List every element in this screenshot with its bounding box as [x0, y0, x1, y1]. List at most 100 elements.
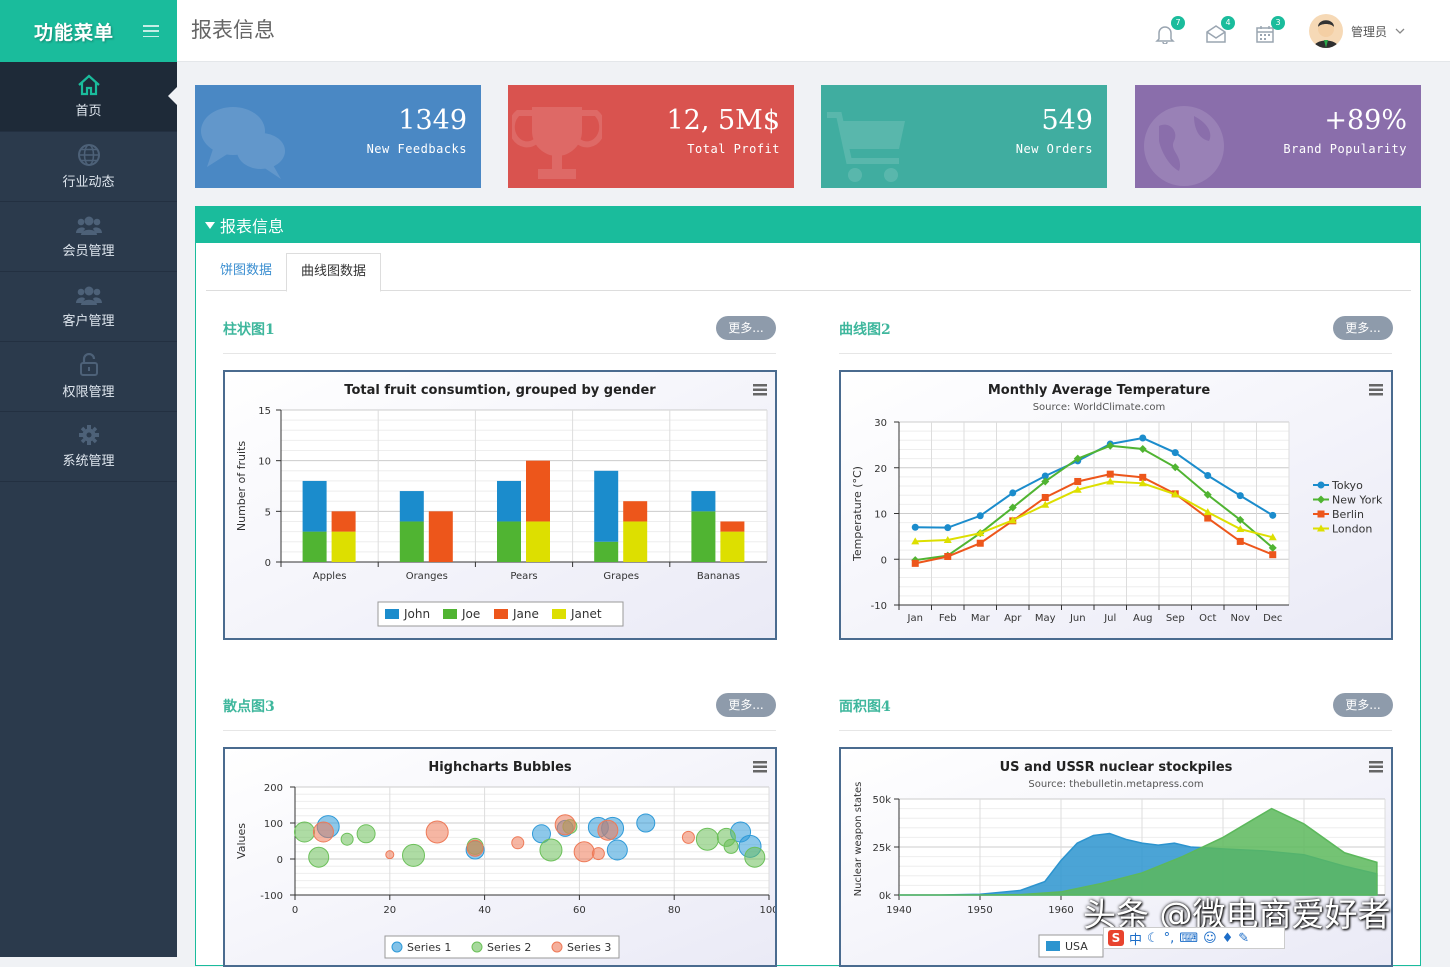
chart-menu-icon — [753, 765, 767, 768]
line-point — [1139, 473, 1147, 481]
punctuation-icon[interactable]: °, — [1163, 930, 1175, 946]
chart-menu-icon — [1369, 765, 1383, 768]
keyboard-icon[interactable]: ⌨ — [1179, 930, 1199, 946]
stat-card-popularity[interactable]: +89% Brand Popularity — [1135, 85, 1421, 188]
sidebar-item-system[interactable]: 系统管理 — [0, 412, 177, 482]
y-tick-label: 100 — [264, 819, 283, 830]
bar-jane — [331, 511, 356, 532]
x-tick-label: Oranges — [406, 571, 448, 582]
stat-card-profit[interactable]: 12, 5M$ Total Profit — [508, 85, 794, 188]
area-chart-svg: US and USSR nuclear stockpiles Source: th… — [841, 749, 1391, 965]
bar-jane — [526, 460, 550, 522]
shirt-icon[interactable]: ♦ — [1221, 930, 1234, 946]
bar-chart: Total fruit consumtion, grouped by gende… — [223, 370, 777, 640]
line-point — [976, 539, 984, 547]
wrench-icon[interactable]: ✎ — [1238, 930, 1250, 946]
tab-bar: 饼图数据 曲线图数据 — [206, 253, 1411, 292]
series-line-berlin — [915, 473, 1274, 565]
notifications-button[interactable]: 7 — [1155, 16, 1185, 46]
line-point — [1074, 477, 1082, 485]
more-button[interactable]: 更多... — [1333, 316, 1393, 340]
x-tick-label: Nov — [1230, 613, 1250, 624]
line-point — [911, 559, 919, 567]
bar-joe — [691, 511, 716, 562]
section-title-line: 曲线图2 — [839, 322, 891, 338]
stat-card-feedbacks[interactable]: 1349 New Feedbacks — [195, 85, 481, 188]
y-tick-label: 50k — [872, 795, 891, 806]
sidebar-item-industry[interactable]: 行业动态 — [0, 132, 177, 202]
sidebar-item-members[interactable]: 会员管理 — [0, 202, 177, 272]
bubble-point — [591, 847, 605, 861]
legend-swatch — [1046, 941, 1060, 951]
plot-area — [281, 410, 767, 562]
line-point — [1203, 508, 1212, 516]
bar-janet — [331, 531, 356, 562]
stat-label: Brand Popularity — [1283, 142, 1407, 156]
line-point — [1317, 481, 1325, 489]
bubble-point — [744, 846, 766, 868]
bar-john — [497, 480, 521, 522]
sidebar-item-permissions[interactable]: 权限管理 — [0, 342, 177, 412]
line-point — [976, 529, 985, 537]
sidebar-item-customers[interactable]: 客户管理 — [0, 272, 177, 342]
series-line-london — [915, 480, 1273, 543]
user-menu[interactable]: 管理员 — [1309, 14, 1405, 48]
cart-icon — [827, 112, 905, 182]
line-point — [911, 537, 920, 545]
tab-curve-data[interactable]: 曲线图数据 — [286, 253, 382, 292]
x-tick-label: Feb — [939, 613, 957, 624]
stat-value: 12, 5M$ — [666, 105, 780, 136]
bar-chart-svg: Total fruit consumtion, grouped by gende… — [225, 372, 775, 638]
sidebar-item-label: 权限管理 — [62, 385, 115, 400]
line-point — [1204, 514, 1212, 522]
y-tick-label: 10 — [258, 457, 271, 468]
stat-card-orders[interactable]: 549 New Orders — [821, 85, 1107, 188]
line-point — [1041, 477, 1050, 486]
y-tick-label: 30 — [874, 418, 887, 429]
messages-button[interactable]: 4 — [1205, 16, 1235, 46]
bar-jane — [428, 511, 453, 562]
legend-label: Joe — [461, 607, 480, 621]
ime-mode-label[interactable]: 中 — [1129, 932, 1143, 948]
line-point — [1317, 510, 1325, 518]
line-point — [1236, 537, 1244, 545]
more-button[interactable]: 更多... — [716, 693, 776, 717]
moon-icon[interactable]: ☾ — [1147, 930, 1159, 946]
line-point — [1268, 543, 1277, 552]
line-point — [1106, 477, 1115, 485]
x-tick-label: Grapes — [603, 571, 639, 582]
divider — [839, 353, 1392, 354]
y-tick-label: 5 — [265, 507, 271, 518]
x-tick-label: 40 — [478, 905, 491, 916]
chart-menu-icon — [753, 770, 767, 773]
user-name: 管理员 — [1351, 24, 1388, 39]
sidebar-item-home[interactable]: 首页 — [0, 62, 177, 132]
y-tick-label: -10 — [871, 601, 887, 612]
ime-toolbar[interactable]: S 中 ☾ °, ⌨ ☺ ♦ ✎ — [1103, 927, 1285, 949]
line-point — [1138, 479, 1147, 487]
page-title: 报表信息 — [191, 18, 275, 42]
bubble-point — [340, 832, 354, 846]
panel-header[interactable]: 报表信息 — [196, 207, 1420, 243]
chart-menu-icon — [753, 384, 767, 387]
avatar — [1309, 14, 1343, 48]
sidebar-item-label: 行业动态 — [62, 175, 115, 190]
more-button[interactable]: 更多... — [1333, 693, 1393, 717]
user-icon[interactable]: ☺ — [1203, 930, 1217, 946]
home-icon — [77, 74, 100, 96]
bubble-point — [554, 814, 576, 836]
line-point — [1317, 495, 1325, 504]
x-tick-label: 1940 — [886, 905, 911, 916]
line-point — [1138, 444, 1147, 453]
menu-toggle-icon[interactable] — [143, 25, 159, 37]
calendar-button[interactable]: 3 — [1255, 16, 1285, 46]
x-tick-label: 80 — [668, 905, 681, 916]
chart-menu-icon — [753, 393, 767, 396]
tab-pie-data[interactable]: 饼图数据 — [220, 263, 273, 278]
bubble-point — [356, 824, 376, 844]
gear-icon — [78, 425, 99, 445]
chart-title: Highcharts Bubbles — [428, 760, 572, 775]
area-series — [898, 807, 1378, 896]
x-tick-label: Dec — [1263, 613, 1282, 624]
more-button[interactable]: 更多... — [716, 316, 776, 340]
